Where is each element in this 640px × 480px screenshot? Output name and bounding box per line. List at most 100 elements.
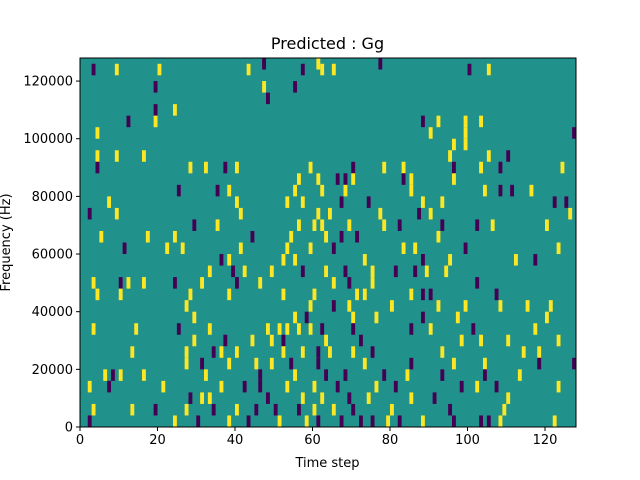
heatmap-cell [378, 58, 383, 70]
heatmap-cell [409, 288, 414, 301]
heatmap-cell [455, 311, 460, 324]
heatmap-cell [215, 184, 220, 197]
heatmap-cell [196, 415, 201, 427]
heatmap-cell [250, 230, 255, 243]
x-axis: 0 20 40 60 80 100 120 [76, 427, 557, 448]
heatmap-cell [401, 161, 406, 174]
heatmap-cell [320, 323, 325, 335]
heatmap-cell [483, 184, 487, 197]
heatmap-cell [281, 346, 286, 358]
heatmap-cell [211, 346, 216, 358]
heatmap-cell [258, 277, 263, 289]
y-tick-label: 0 [65, 421, 73, 436]
heatmap-cell [448, 150, 453, 162]
heatmap-cell [537, 357, 542, 370]
heatmap-cell [114, 150, 119, 162]
heatmap-cell [347, 277, 352, 289]
heatmap-cells [87, 58, 577, 427]
heatmap-cell [498, 161, 503, 174]
y-tick-label: 80000 [32, 190, 73, 205]
heatmap-cell [362, 254, 367, 266]
heatmap-cell [107, 380, 112, 393]
heatmap-cell [548, 300, 553, 312]
heatmap-cell [409, 323, 414, 335]
heatmap-cell [285, 323, 290, 335]
heatmap-cell [382, 219, 387, 231]
heatmap-cell [293, 184, 298, 197]
heatmap-cell [362, 288, 367, 301]
heatmap-cell [397, 415, 402, 427]
plot-frame [79, 57, 577, 428]
heatmap-cell [324, 334, 329, 347]
heatmap-cell [176, 323, 181, 335]
heatmap-cell [393, 380, 398, 393]
heatmap-cell [564, 196, 569, 208]
heatmap-cell [347, 300, 352, 312]
heatmap-cell [452, 357, 456, 370]
heatmap-cell [463, 138, 468, 151]
heatmap-cell [335, 380, 340, 393]
heatmap-cell [486, 150, 491, 162]
heatmap-cell [556, 334, 561, 347]
heatmap-cell [366, 392, 371, 404]
heatmap-cell [506, 334, 511, 347]
heatmap-cell [211, 403, 216, 416]
heatmap-cell [405, 369, 410, 381]
heatmap-cell [312, 380, 317, 393]
heatmap-cell [300, 346, 305, 358]
heatmap-cell [366, 196, 371, 208]
heatmap-cell [308, 323, 313, 335]
heatmap-cell [281, 254, 286, 266]
heatmap-cell [308, 161, 313, 174]
heatmap-cell [572, 357, 577, 370]
heatmap-cell [134, 323, 139, 335]
heatmap-cell [463, 300, 468, 312]
heatmap-cell [219, 254, 224, 266]
heatmap-cell [568, 207, 573, 220]
heatmap-cell [486, 415, 491, 427]
heatmap-cell [351, 311, 356, 324]
heatmap-cell [126, 115, 131, 128]
heatmap-cell [316, 207, 321, 220]
heatmap-cell [227, 415, 232, 427]
heatmap-cell [273, 403, 278, 416]
heatmap-cell [359, 415, 363, 427]
heatmap-cell [331, 300, 336, 312]
heatmap-cell [351, 161, 356, 174]
heatmap-cell [188, 288, 193, 301]
heatmap-cell [324, 265, 329, 278]
heatmap-cell [242, 265, 247, 278]
heatmap-cell [258, 380, 263, 393]
heatmap-cell [266, 392, 270, 404]
heatmap-cell [312, 403, 317, 416]
heatmap-cell [281, 288, 286, 301]
heatmap-cell [118, 277, 123, 289]
heatmap-cell [463, 115, 468, 128]
heatmap-cell [320, 219, 325, 231]
heatmap-cell [184, 403, 189, 416]
heatmap-cell [335, 173, 340, 185]
heatmap-cell [215, 219, 220, 231]
heatmap-cell [490, 219, 495, 231]
heatmap-cell [448, 403, 453, 416]
heatmap-cell [238, 207, 243, 220]
heatmap-cell [545, 219, 549, 231]
heatmap-cell [95, 288, 100, 301]
heatmap-cell [421, 288, 425, 301]
heatmap-cell [421, 196, 425, 208]
heatmap-cell [269, 357, 274, 370]
heatmap-cell [428, 207, 433, 220]
heatmap-cell [409, 392, 414, 404]
heatmap-cell [293, 369, 298, 381]
heatmap-cell [486, 63, 491, 76]
heatmap-cell [114, 63, 119, 76]
heatmap-cell [293, 254, 298, 266]
heatmap-cell [258, 369, 263, 381]
heatmap-cell [254, 357, 259, 370]
heatmap-cell [347, 392, 352, 404]
heatmap-cell [324, 369, 329, 381]
heatmap-cell [316, 346, 321, 358]
heatmap-cell [246, 415, 251, 427]
heatmap-cell [235, 196, 239, 208]
heatmap-cell [157, 63, 162, 76]
